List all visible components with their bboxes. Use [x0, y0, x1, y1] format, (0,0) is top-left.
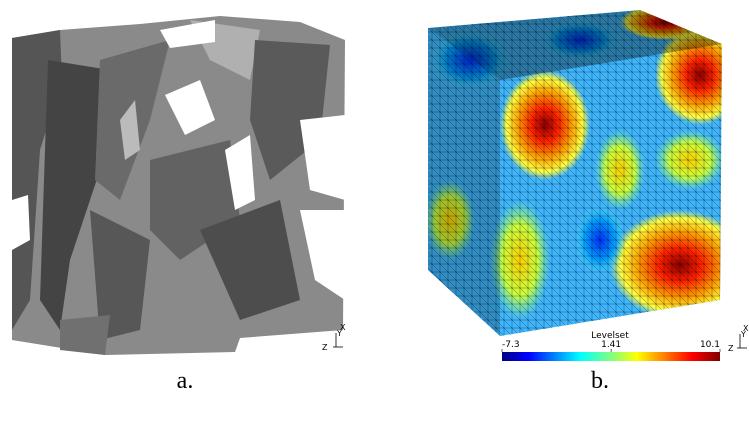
colorbar-tick-label: 10.1	[700, 340, 720, 350]
surface-a	[12, 16, 345, 355]
colorbar-tick-label: 1.41	[601, 340, 621, 350]
axis-label: X	[340, 323, 346, 332]
axis-label: X	[743, 324, 749, 333]
figure: Z Y X Z Y X Levelset a. b. -7.31.4110.1	[0, 0, 749, 421]
axis-label: Z	[322, 343, 328, 352]
colorbar-tick-label: -7.3	[502, 340, 520, 350]
panel-caption: a.	[177, 368, 194, 394]
surface-b	[420, 4, 749, 345]
panel-caption: b.	[591, 368, 609, 394]
colorbar	[502, 352, 720, 361]
axis-label: Z	[728, 344, 734, 353]
